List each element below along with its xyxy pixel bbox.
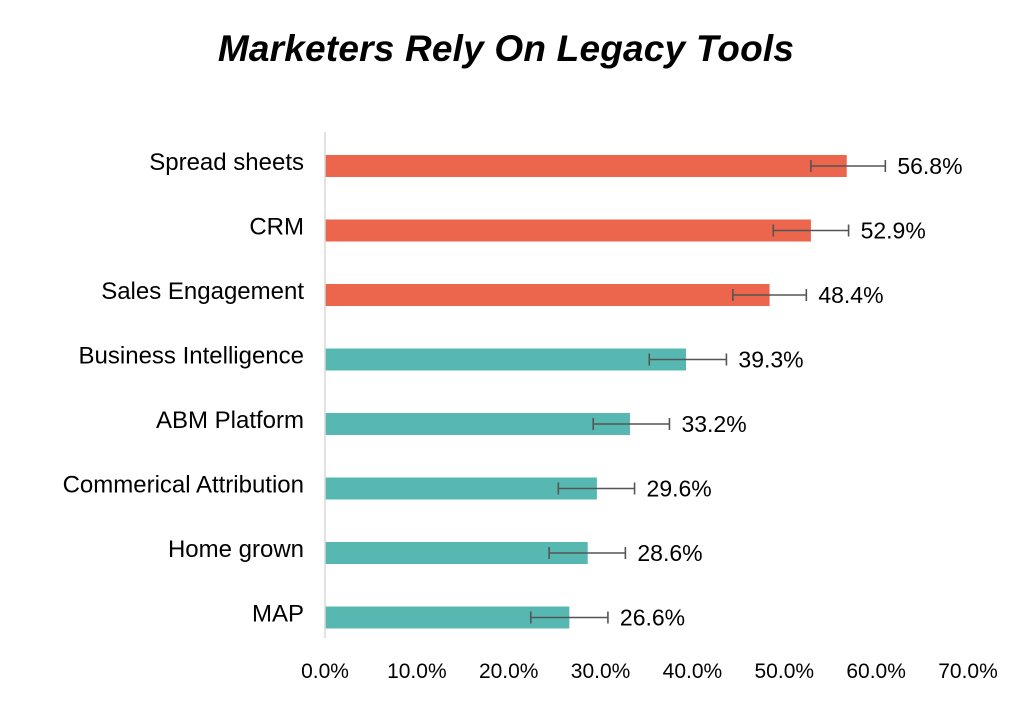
x-tick-label: 30.0%	[571, 660, 631, 683]
data-label: 26.6%	[620, 605, 685, 631]
bar	[325, 219, 811, 242]
data-label: 52.9%	[861, 218, 926, 244]
x-tick-label: 40.0%	[663, 660, 723, 683]
value-labels-layer: 56.8% 52.9% 48.4% 39.3% 33.2% 29.6% 28.6% 26.6%	[620, 153, 963, 631]
x-tick-label: 0.0%	[301, 660, 349, 683]
category-labels-layer: Spread sheets CRM Sales Engagement Business…	[63, 149, 305, 628]
x-tick-label: 20.0%	[479, 660, 539, 683]
data-label: 29.6%	[647, 476, 712, 502]
category-label: Spread sheets	[149, 149, 304, 176]
category-label: MAP	[252, 601, 304, 628]
data-label: 33.2%	[681, 411, 746, 437]
category-label: ABM Platform	[156, 407, 304, 434]
x-tick-labels-layer: 0.0% 10.0% 20.0% 30.0% 40.0% 50.0% 60.0% 70.0%	[301, 660, 998, 683]
bar	[325, 284, 770, 306]
category-label: Commerical Attribution	[63, 472, 304, 499]
bars-layer	[325, 155, 847, 629]
bar	[325, 155, 847, 177]
x-tick-label: 70.0%	[938, 660, 998, 683]
bar	[325, 348, 686, 371]
category-label: Home grown	[168, 536, 304, 563]
data-label: 28.6%	[637, 540, 702, 566]
data-label: 48.4%	[818, 282, 883, 308]
category-label: CRM	[249, 214, 304, 241]
data-label: 56.8%	[897, 153, 962, 179]
x-tick-label: 10.0%	[387, 660, 447, 683]
category-label: Business Intelligence	[79, 343, 304, 370]
bar	[325, 477, 597, 500]
bar	[325, 606, 570, 629]
error-bars-layer	[529, 160, 887, 624]
chart-title: Marketers Rely On Legacy Tools	[217, 28, 795, 69]
x-tick-label: 50.0%	[755, 660, 815, 683]
category-label: Sales Engagement	[101, 278, 304, 305]
data-label: 39.3%	[738, 347, 803, 373]
x-tick-label: 60.0%	[846, 660, 906, 683]
bar	[325, 542, 588, 564]
bar	[325, 413, 630, 435]
